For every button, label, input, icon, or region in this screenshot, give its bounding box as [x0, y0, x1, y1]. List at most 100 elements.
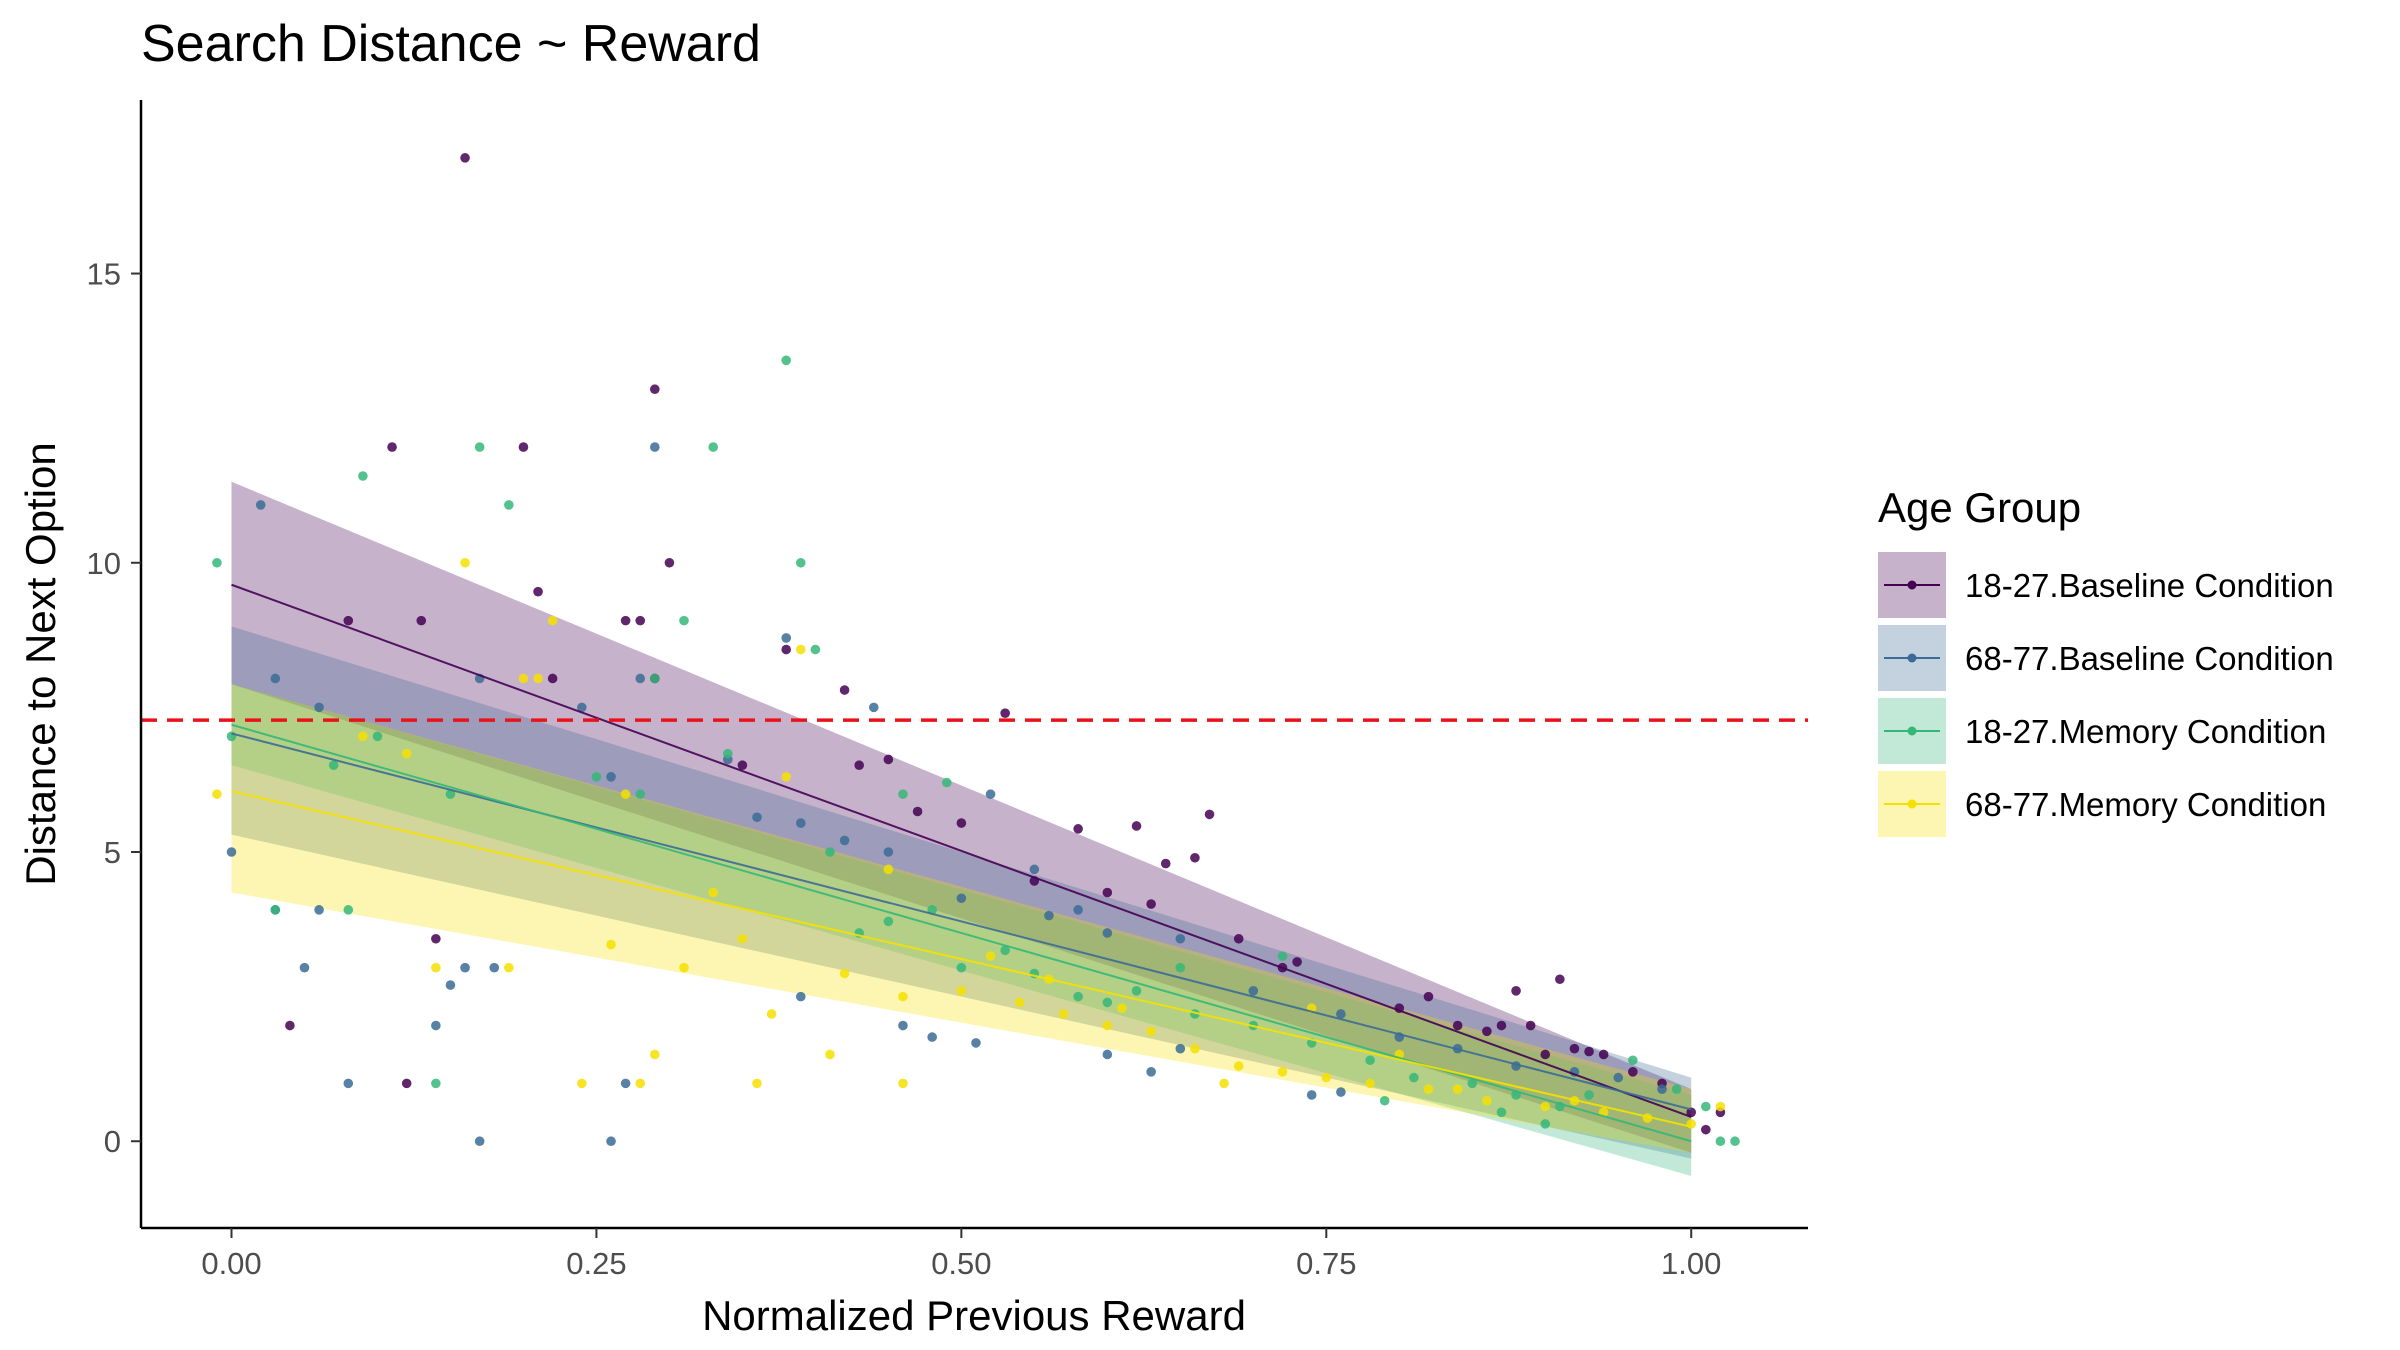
data-point-1-48	[839, 835, 850, 846]
y-tick-label-1: 5	[104, 835, 121, 870]
data-point-0-26	[1423, 991, 1434, 1002]
data-point-3-37	[1715, 1101, 1726, 1112]
data-point-1-14	[1029, 864, 1040, 875]
data-point-1-38	[1175, 933, 1186, 944]
data-point-2-46	[1102, 997, 1113, 1008]
plot-area	[141, 153, 1808, 1176]
data-point-0-5	[533, 586, 543, 597]
x-tick-label-2: 0.50	[931, 1246, 991, 1281]
data-point-2-2	[474, 442, 485, 452]
data-point-3-4	[795, 644, 806, 655]
data-point-2-8	[810, 644, 821, 655]
data-point-2-12	[445, 789, 456, 799]
fit-line-0	[231, 583, 1692, 1118]
data-point-3-32	[1482, 1095, 1492, 1106]
data-point-1-25	[606, 1136, 616, 1147]
legend-items: 18-27.Baseline Condition 68-77.Baseline C…	[1878, 552, 2334, 837]
data-point-1-27	[795, 991, 806, 1002]
data-point-1-7	[635, 673, 646, 684]
data-point-3-28	[1277, 1067, 1288, 1077]
data-point-1-19	[445, 980, 456, 990]
data-point-0-24	[1233, 933, 1244, 944]
data-point-1-30	[971, 1038, 981, 1048]
legend-label-0: 18-27.Baseline Condition	[1965, 567, 2334, 604]
data-point-2-7	[679, 615, 689, 626]
legend-marker-3	[1907, 799, 1917, 809]
x-axis-ticks: 0.00 0.25 0.50 0.75 1.00	[201, 1228, 1721, 1281]
confidence-band-2	[231, 684, 1692, 1176]
data-point-0-8	[635, 615, 646, 626]
x-tick-label-1: 0.25	[566, 1246, 626, 1281]
data-point-0-13	[839, 685, 850, 695]
data-point-3-27	[1233, 1061, 1244, 1071]
fit-line-3	[231, 790, 1692, 1128]
data-point-3-8	[431, 962, 441, 973]
data-point-3-21	[956, 986, 967, 996]
data-point-2-21	[270, 905, 281, 915]
data-point-0-34	[1598, 1049, 1609, 1060]
data-point-2-22	[650, 673, 660, 684]
data-point-3-49	[518, 673, 529, 684]
legend-marker-2	[1907, 726, 1917, 736]
data-point-2-37	[1628, 1055, 1638, 1066]
legend-title: Age Group	[1878, 484, 2081, 531]
data-point-2-39	[1701, 1101, 1711, 1112]
y-axis-ticks: 0 5 10 15	[87, 257, 141, 1159]
data-point-2-43	[1540, 1119, 1551, 1129]
data-point-0-28	[1496, 1020, 1507, 1031]
fit-line-1	[231, 732, 1692, 1111]
data-point-1-26	[620, 1078, 631, 1089]
data-point-3-33	[1540, 1101, 1551, 1112]
data-point-3-14	[650, 1049, 660, 1060]
data-point-2-9	[226, 731, 237, 742]
data-point-2-32	[1409, 1072, 1419, 1083]
data-point-3-43	[1117, 1003, 1127, 1013]
x-tick-label-0: 0.00	[201, 1246, 261, 1281]
data-point-0-49	[1482, 1026, 1492, 1037]
data-point-3-5	[781, 772, 791, 782]
data-point-1-4	[314, 702, 324, 713]
data-point-2-20	[431, 1078, 441, 1089]
confidence-band-0	[231, 481, 1692, 1153]
data-point-1-21	[489, 962, 500, 973]
data-point-2-26	[1073, 991, 1083, 1002]
data-point-0-33	[1584, 1046, 1594, 1057]
data-point-1-33	[1175, 1043, 1186, 1054]
legend: Age Group 18-27.Baseline Condition 68-77.…	[1878, 484, 2334, 837]
data-point-0-12	[781, 644, 791, 655]
data-point-3-36	[1686, 1119, 1697, 1129]
data-point-3-29	[1321, 1072, 1332, 1083]
data-point-2-18	[941, 777, 952, 788]
data-point-2-3	[504, 500, 514, 510]
data-point-0-23	[1102, 887, 1113, 898]
data-point-0-19	[1131, 821, 1142, 831]
data-point-0-46	[1146, 899, 1156, 909]
data-point-0-44	[912, 806, 923, 817]
confidence-band-3	[231, 684, 1692, 1153]
x-axis-title: Normalized Previous Reward	[702, 1292, 1246, 1339]
data-point-1-0	[255, 500, 266, 510]
data-point-0-16	[854, 760, 864, 771]
data-point-0-18	[1073, 824, 1083, 834]
data-point-1-15	[226, 847, 237, 857]
data-point-1-9	[606, 772, 616, 782]
data-point-1-45	[1613, 1072, 1624, 1083]
y-axis-title: Distance to Next Option	[17, 442, 64, 886]
data-point-3-20	[898, 991, 908, 1002]
legend-label-3: 68-77.Memory Condition	[1965, 786, 2326, 823]
data-point-1-12	[883, 847, 894, 857]
data-point-2-41	[1730, 1136, 1740, 1147]
data-point-1-22	[460, 962, 470, 973]
data-point-1-18	[299, 962, 310, 973]
data-point-0-21	[1190, 852, 1200, 863]
data-point-0-6	[343, 615, 354, 626]
data-point-2-17	[898, 789, 908, 799]
data-point-0-27	[1452, 1020, 1463, 1031]
data-point-0-3	[518, 442, 529, 452]
data-point-1-23	[343, 1078, 354, 1089]
data-point-3-50	[358, 731, 368, 742]
axes: 0.00 0.25 0.50 0.75 1.00 0 5 10 15	[87, 100, 1808, 1281]
data-point-1-31	[1102, 1049, 1113, 1060]
x-tick-label-4: 1.00	[1661, 1246, 1721, 1281]
